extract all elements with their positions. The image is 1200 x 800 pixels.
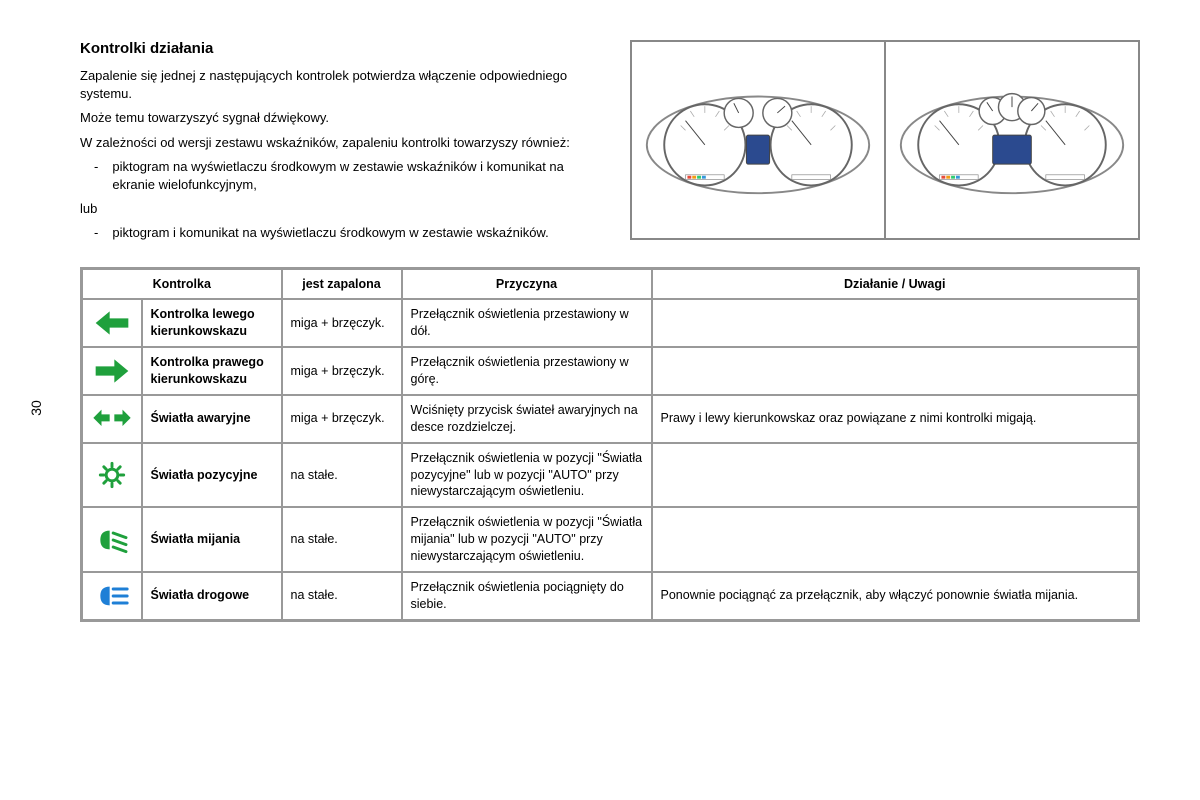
- intro-or: lub: [80, 200, 610, 218]
- right-arrow-icon: [82, 347, 142, 395]
- hazard-icon: [82, 395, 142, 443]
- th-state: jest zapalona: [282, 268, 402, 299]
- intro-p1: Zapalenie się jednej z następujących kon…: [80, 67, 610, 103]
- indicator-cause: Przełącznik oświetlenia przestawiony w g…: [402, 347, 652, 395]
- indicator-state: miga + brzęczyk.: [282, 347, 402, 395]
- low-beam-icon: [82, 507, 142, 572]
- intro-text: Kontrolki działania Zapalenie się jednej…: [40, 40, 610, 249]
- indicator-action: [652, 507, 1139, 572]
- intro-p2: Może temu towarzyszyć sygnał dźwiękowy.: [80, 109, 610, 127]
- table-header-row: Kontrolka jest zapalona Przyczyna Działa…: [82, 268, 1139, 299]
- table-row: Światła pozycyjnena stałe.Przełącznik oś…: [82, 443, 1139, 508]
- indicator-name: Światła pozycyjne: [142, 443, 282, 508]
- th-action: Działanie / Uwagi: [652, 268, 1139, 299]
- table-row: Kontrolka prawego kierunkowskazumiga + b…: [82, 347, 1139, 395]
- sidelights-icon: [82, 443, 142, 508]
- th-cause: Przyczyna: [402, 268, 652, 299]
- indicator-state: na stałe.: [282, 443, 402, 508]
- indicator-cause: Przełącznik oświetlenia przestawiony w d…: [402, 299, 652, 347]
- indicator-cause: Wciśnięty przycisk świateł awaryjnych na…: [402, 395, 652, 443]
- indicator-name: Światła drogowe: [142, 572, 282, 620]
- indicator-name: Światła awaryjne: [142, 395, 282, 443]
- indicator-name: Kontrolka prawego kierunkowskazu: [142, 347, 282, 395]
- table-row: Światła mijaniana stałe.Przełącznik oświ…: [82, 507, 1139, 572]
- indicator-state: miga + brzęczyk.: [282, 395, 402, 443]
- indicator-cause: Przełącznik oświetlenia w pozycji "Świat…: [402, 443, 652, 508]
- indicator-state: na stałe.: [282, 507, 402, 572]
- left-arrow-icon: [82, 299, 142, 347]
- table-row: Światła awaryjnemiga + brzęczyk.Wciśnięt…: [82, 395, 1139, 443]
- table-row: Światła drogowena stałe.Przełącznik oświ…: [82, 572, 1139, 620]
- indicator-action: Ponownie pociągnąć za przełącznik, aby w…: [652, 572, 1139, 620]
- dashboard-illustration-2: [896, 80, 1128, 200]
- indicator-name: Światła mijania: [142, 507, 282, 572]
- indicator-action: Prawy i lewy kierunkowskaz oraz powiązan…: [652, 395, 1139, 443]
- indicator-name: Kontrolka lewego kierunkowskazu: [142, 299, 282, 347]
- indicators-table: Kontrolka jest zapalona Przyczyna Działa…: [80, 267, 1140, 622]
- intro-bullet-2: -piktogram i komunikat na wyświetlaczu ś…: [80, 224, 610, 242]
- indicator-state: miga + brzęczyk.: [282, 299, 402, 347]
- intro-bullet-1: -piktogram na wyświetlaczu środkowym w z…: [80, 158, 610, 194]
- table-row: Kontrolka lewego kierunkowskazumiga + br…: [82, 299, 1139, 347]
- indicator-state: na stałe.: [282, 572, 402, 620]
- intro-p3: W zależności od wersji zestawu wskaźnikó…: [80, 134, 610, 152]
- indicator-cause: Przełącznik oświetlenia pociągnięty do s…: [402, 572, 652, 620]
- th-indicator: Kontrolka: [82, 268, 282, 299]
- dashboard-illustration-1: [642, 80, 874, 200]
- dashboard-illustrations: [630, 40, 1140, 240]
- indicator-action: [652, 299, 1139, 347]
- indicator-cause: Przełącznik oświetlenia w pozycji "Świat…: [402, 507, 652, 572]
- high-beam-icon: [82, 572, 142, 620]
- indicator-action: [652, 347, 1139, 395]
- page-title: Kontrolki działania: [80, 40, 610, 57]
- indicator-action: [652, 443, 1139, 508]
- page-number: 30: [28, 400, 44, 416]
